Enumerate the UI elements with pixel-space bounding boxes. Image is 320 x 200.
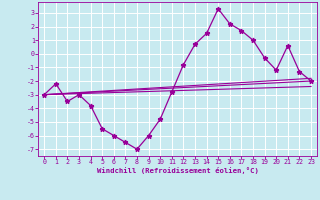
X-axis label: Windchill (Refroidissement éolien,°C): Windchill (Refroidissement éolien,°C) bbox=[97, 167, 259, 174]
